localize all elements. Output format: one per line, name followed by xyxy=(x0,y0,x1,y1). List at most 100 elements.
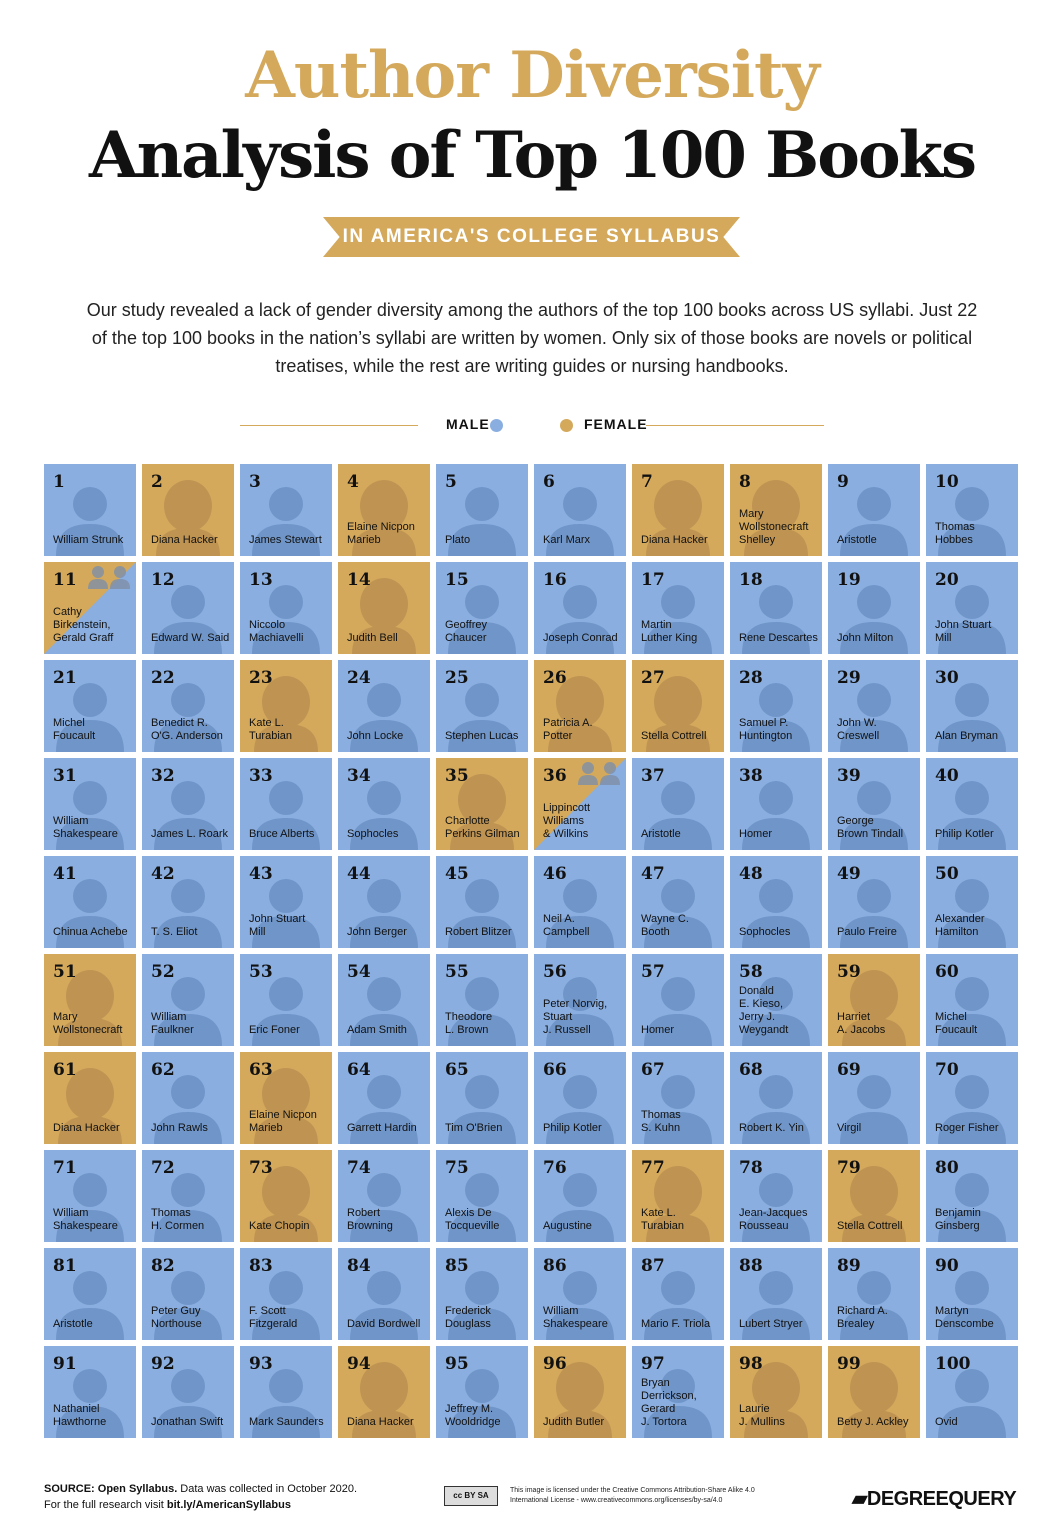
male-silhouette-icon xyxy=(436,1052,528,1144)
author-name: William Strunk xyxy=(53,534,124,546)
book-tile: 72 Thomas H. Cormen xyxy=(142,1150,234,1242)
male-silhouette-icon xyxy=(534,464,626,556)
book-tile: 59 Harriet A. Jacobs xyxy=(828,954,920,1046)
male-silhouette-icon xyxy=(338,1248,430,1340)
book-tile: 15 Geoffrey Chaucer xyxy=(436,562,528,654)
male-silhouette-icon xyxy=(44,1150,136,1242)
author-name: John Milton xyxy=(837,632,894,644)
author-name: Rene Descartes xyxy=(739,632,818,644)
book-tile: 70 Roger Fisher xyxy=(926,1052,1018,1144)
author-name: John Rawls xyxy=(151,1122,208,1134)
author-name: Virgil xyxy=(837,1122,862,1134)
male-silhouette-icon xyxy=(828,1052,920,1144)
male-silhouette-icon xyxy=(730,856,822,948)
book-rank: 30 xyxy=(935,668,959,688)
author-name: Diana Hacker xyxy=(641,534,708,546)
book-rank: 33 xyxy=(249,766,273,786)
author-name: Mario F. Triola xyxy=(641,1318,711,1330)
female-silhouette-icon xyxy=(632,464,724,556)
male-silhouette-icon xyxy=(828,464,920,556)
book-tile: 29 John W. Creswell xyxy=(828,660,920,752)
book-tile: 17 Martin Luther King xyxy=(632,562,724,654)
book-rank: 56 xyxy=(543,962,567,982)
book-rank: 52 xyxy=(151,962,175,982)
author-name: Philip Kotler xyxy=(543,1122,602,1134)
book-rank: 47 xyxy=(641,864,665,884)
author-name: Augustine xyxy=(543,1220,592,1232)
author-name: Geoffrey Chaucer xyxy=(445,619,487,644)
author-name: Kate L. Turabian xyxy=(249,717,293,742)
research-link[interactable]: bit.ly/AmericanSyllabus xyxy=(166,1499,291,1511)
book-tile: 32 James L. Roark xyxy=(142,758,234,850)
book-tile: 66 Philip Kotler xyxy=(534,1052,626,1144)
book-tile: 58 Donald E. Kieso, Jerry J. Weygandt xyxy=(730,954,822,1046)
author-name: William Faulkner xyxy=(151,1011,194,1036)
book-rank: 88 xyxy=(739,1256,763,1276)
female-silhouette-icon xyxy=(632,660,724,752)
book-tile: 71 William Shakespeare xyxy=(44,1150,136,1242)
male-silhouette-icon xyxy=(926,758,1018,850)
author-name: Michel Foucault xyxy=(935,1011,978,1036)
male-silhouette-icon xyxy=(142,758,234,850)
book-tile: 23 Kate L. Turabian xyxy=(240,660,332,752)
female-silhouette-icon xyxy=(44,954,136,1046)
book-rank: 9 xyxy=(837,472,849,492)
book-rank: 43 xyxy=(249,864,273,884)
book-rank: 95 xyxy=(445,1354,469,1374)
male-silhouette-icon xyxy=(436,1248,528,1340)
book-rank: 68 xyxy=(739,1060,763,1080)
book-tile: 44 John Berger xyxy=(338,856,430,948)
book-tile: 45 Robert Blitzer xyxy=(436,856,528,948)
book-tile: 13 Niccolo Machiavelli xyxy=(240,562,332,654)
book-rank: 86 xyxy=(543,1256,567,1276)
author-name: Lippincott Williams & Wilkins xyxy=(543,802,591,840)
book-tile: 12 Edward W. Said xyxy=(142,562,234,654)
female-silhouette-icon xyxy=(534,1346,626,1438)
book-rank: 46 xyxy=(543,864,567,884)
author-name: Eric Foner xyxy=(249,1024,300,1036)
author-name: Aristotle xyxy=(53,1318,93,1330)
female-silhouette-icon xyxy=(828,1150,920,1242)
book-rank: 16 xyxy=(543,570,567,590)
book-rank: 23 xyxy=(249,668,273,688)
book-rank: 49 xyxy=(837,864,861,884)
book-tile: 94 Diana Hacker xyxy=(338,1346,430,1438)
author-name: James Stewart xyxy=(249,534,322,546)
book-tile: 99 Betty J. Ackley xyxy=(828,1346,920,1438)
book-tile: 55 Theodore L. Brown xyxy=(436,954,528,1046)
book-rank: 82 xyxy=(151,1256,175,1276)
book-rank: 27 xyxy=(641,668,665,688)
male-silhouette-icon xyxy=(730,660,822,752)
book-tile: 28 Samuel P. Huntington xyxy=(730,660,822,752)
male-silhouette-icon xyxy=(632,1052,724,1144)
male-silhouette-icon xyxy=(44,660,136,752)
book-tile: 89 Richard A. Brealey xyxy=(828,1248,920,1340)
author-name: Edward W. Said xyxy=(151,632,230,644)
book-rank: 48 xyxy=(739,864,763,884)
author-name: Homer xyxy=(739,828,773,840)
book-tile: 90 Martyn Denscombe xyxy=(926,1248,1018,1340)
book-rank: 17 xyxy=(641,570,665,590)
female-silhouette-icon xyxy=(240,1052,332,1144)
male-silhouette-icon xyxy=(240,464,332,556)
book-rank: 32 xyxy=(151,766,175,786)
book-rank: 71 xyxy=(53,1158,77,1178)
author-name: Mary Wollstonecraft Shelley xyxy=(739,508,809,546)
author-name: Kate Chopin xyxy=(249,1220,310,1232)
book-rank: 75 xyxy=(445,1158,469,1178)
book-rank: 72 xyxy=(151,1158,175,1178)
female-silhouette-icon xyxy=(240,1150,332,1242)
book-rank: 41 xyxy=(53,864,77,884)
book-rank: 78 xyxy=(739,1158,763,1178)
book-tile: 60 Michel Foucault xyxy=(926,954,1018,1046)
male-silhouette-icon xyxy=(240,758,332,850)
author-name: Plato xyxy=(445,534,471,546)
author-name: Tim O'Brien xyxy=(445,1122,503,1134)
book-rank: 40 xyxy=(935,766,959,786)
book-tile: 4 Elaine Nicpon Marieb xyxy=(338,464,430,556)
author-name: Alan Bryman xyxy=(935,730,998,742)
author-name: John Locke xyxy=(347,730,404,742)
author-name: Martin Luther King xyxy=(641,619,698,644)
book-rank: 42 xyxy=(151,864,175,884)
book-rank: 93 xyxy=(249,1354,273,1374)
